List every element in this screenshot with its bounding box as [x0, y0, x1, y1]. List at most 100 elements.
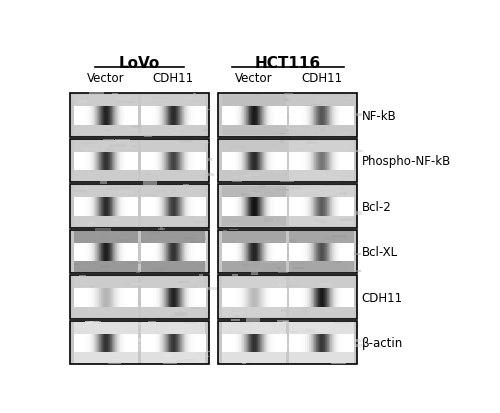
Bar — [335, 289, 336, 307]
Bar — [78, 198, 80, 216]
Bar — [319, 289, 320, 307]
Bar — [119, 152, 120, 171]
Bar — [134, 152, 136, 171]
Bar — [257, 152, 258, 171]
Bar — [184, 152, 186, 171]
Bar — [323, 243, 324, 261]
Bar — [317, 243, 318, 261]
Bar — [244, 107, 246, 126]
Bar — [185, 107, 186, 126]
Bar — [158, 289, 160, 307]
Bar — [268, 152, 270, 171]
Bar — [234, 152, 235, 171]
Bar — [82, 107, 84, 126]
Bar — [181, 289, 182, 307]
Bar — [188, 243, 189, 261]
Bar — [142, 334, 144, 352]
Bar — [141, 96, 206, 136]
Bar — [181, 152, 182, 171]
Bar — [315, 289, 316, 307]
Bar — [332, 152, 334, 171]
Bar — [224, 289, 225, 307]
Bar — [197, 289, 198, 307]
Bar — [242, 152, 244, 171]
Bar — [334, 243, 336, 261]
Bar — [344, 107, 346, 126]
Bar — [274, 243, 275, 261]
Bar — [300, 107, 302, 126]
Bar — [188, 289, 189, 307]
Bar — [298, 243, 299, 261]
Bar — [223, 243, 224, 261]
Bar — [305, 198, 306, 216]
Bar — [268, 107, 270, 126]
Bar — [84, 321, 93, 325]
Bar — [350, 152, 351, 171]
Bar — [312, 198, 314, 216]
Bar — [116, 198, 117, 216]
Bar — [256, 243, 258, 261]
Bar — [136, 334, 138, 352]
Bar — [302, 334, 303, 352]
Bar — [92, 152, 93, 171]
Bar — [106, 243, 108, 261]
Bar — [88, 152, 90, 171]
Bar — [193, 289, 194, 307]
Bar — [254, 289, 256, 307]
Bar — [260, 334, 262, 352]
Bar — [77, 198, 78, 216]
Bar — [151, 152, 152, 171]
Bar — [170, 289, 172, 307]
Bar — [190, 217, 194, 218]
Bar — [100, 266, 111, 268]
Bar — [274, 334, 276, 352]
Bar — [85, 107, 86, 126]
Bar — [249, 198, 250, 216]
Bar — [351, 253, 361, 255]
Bar — [264, 289, 266, 307]
Bar — [301, 289, 302, 307]
Bar — [236, 107, 238, 126]
Bar — [174, 334, 175, 352]
Bar — [118, 107, 120, 126]
Bar — [230, 319, 240, 321]
Bar — [166, 243, 168, 261]
Bar — [284, 107, 286, 126]
Bar — [170, 243, 172, 261]
Bar — [298, 214, 313, 215]
Bar — [107, 243, 108, 261]
Bar — [74, 334, 76, 352]
Bar — [235, 261, 242, 264]
Bar — [266, 198, 268, 216]
Bar — [312, 243, 313, 261]
Bar — [111, 152, 112, 171]
Bar — [88, 270, 96, 271]
Bar — [92, 198, 93, 216]
Bar — [108, 152, 110, 171]
Bar — [93, 107, 94, 126]
Bar — [231, 334, 232, 352]
Bar — [298, 107, 300, 126]
Bar — [336, 243, 337, 261]
Bar — [74, 277, 138, 317]
Bar — [198, 152, 199, 171]
Bar — [144, 152, 146, 171]
Bar — [318, 142, 322, 146]
Bar — [74, 96, 138, 136]
Bar — [292, 107, 294, 126]
Bar — [249, 107, 250, 126]
Bar — [243, 107, 244, 126]
Bar — [342, 198, 343, 216]
Bar — [172, 243, 174, 261]
Bar — [198, 243, 199, 261]
Bar — [320, 334, 321, 352]
Bar — [176, 107, 177, 126]
Bar — [334, 198, 336, 216]
Bar — [349, 243, 350, 261]
Bar — [170, 198, 172, 216]
Bar — [265, 107, 266, 126]
Bar — [347, 198, 348, 216]
Bar — [100, 243, 102, 261]
Bar — [344, 243, 346, 261]
Bar — [230, 229, 238, 230]
